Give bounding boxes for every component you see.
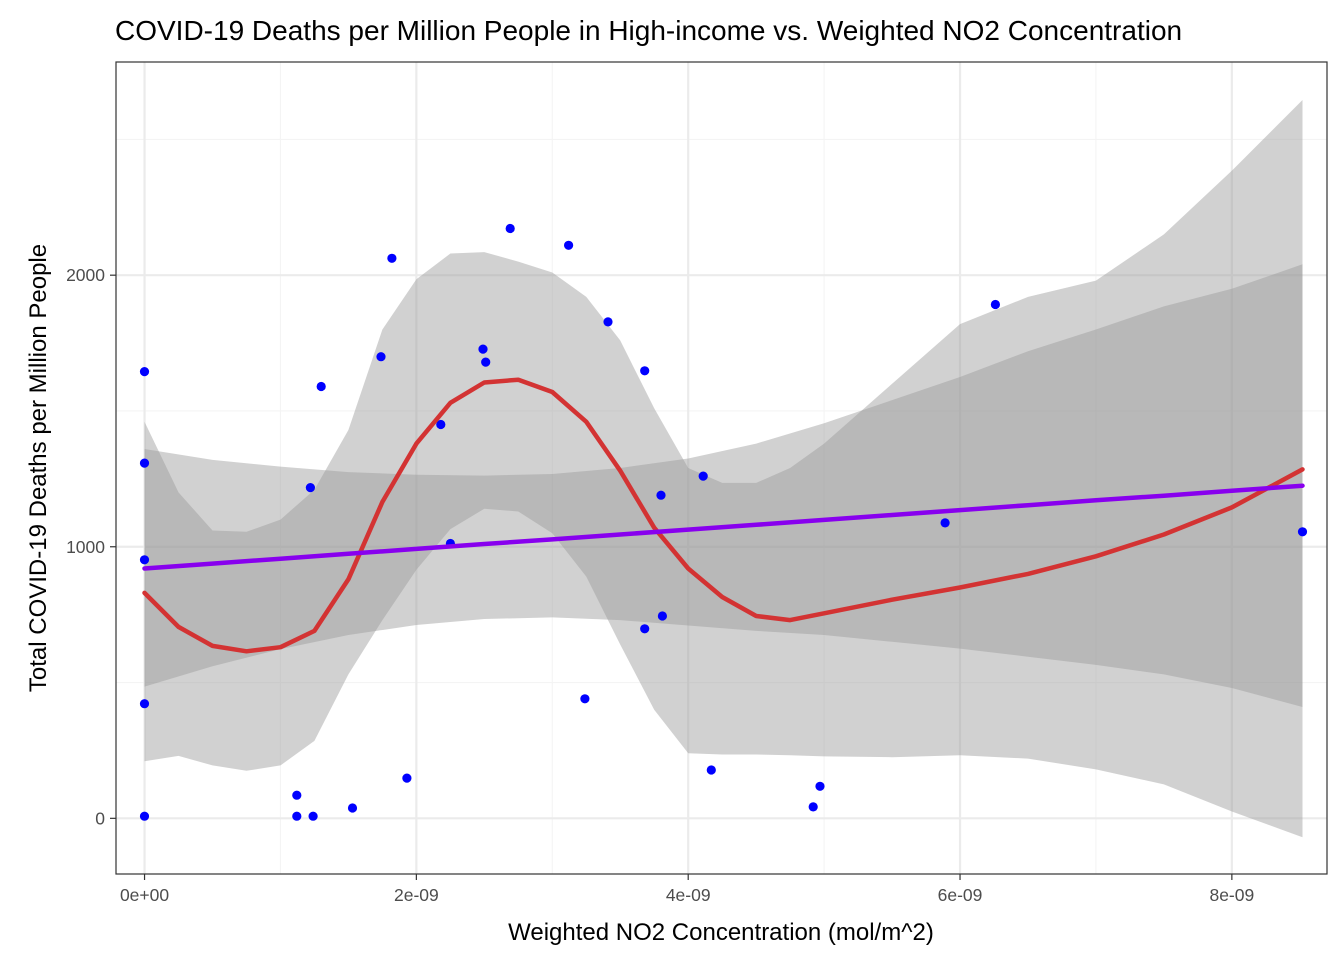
data-point bbox=[292, 811, 302, 821]
data-point bbox=[436, 419, 446, 430]
data-point bbox=[603, 317, 613, 327]
data-point bbox=[1297, 527, 1308, 537]
data-point bbox=[376, 352, 386, 362]
data-point bbox=[139, 458, 150, 468]
x-tick-label: 0e+00 bbox=[120, 885, 169, 905]
data-point bbox=[990, 299, 1001, 310]
linear-fit-line bbox=[142, 483, 1305, 571]
data-point bbox=[656, 490, 666, 500]
panel-border bbox=[115, 61, 1328, 875]
y-axis: 0 1000 2000 bbox=[66, 265, 116, 828]
data-point bbox=[640, 366, 650, 376]
data-point bbox=[640, 624, 650, 634]
data-point bbox=[316, 381, 326, 392]
data-point bbox=[139, 367, 150, 377]
data-point bbox=[292, 790, 302, 800]
chart-title: COVID-19 Deaths per Million People in Hi… bbox=[115, 15, 1182, 46]
data-point bbox=[808, 802, 818, 812]
data-point bbox=[478, 344, 488, 354]
data-point bbox=[305, 483, 315, 493]
data-point bbox=[308, 811, 318, 821]
x-tick-label: 4e-09 bbox=[666, 885, 711, 905]
data-point bbox=[505, 223, 515, 234]
y-tick-label: 0 bbox=[95, 808, 105, 828]
data-point bbox=[698, 471, 708, 481]
x-tick-label: 2e-09 bbox=[394, 885, 439, 905]
data-point bbox=[347, 803, 358, 813]
data-point bbox=[139, 555, 150, 565]
data-point bbox=[564, 240, 574, 250]
x-tick-label: 8e-09 bbox=[1209, 885, 1254, 905]
data-point bbox=[402, 773, 412, 783]
data-point bbox=[580, 694, 590, 704]
y-tick-label: 2000 bbox=[66, 265, 105, 285]
y-tick-label: 1000 bbox=[66, 537, 105, 557]
data-point bbox=[481, 357, 491, 367]
lm-confidence-band bbox=[144, 264, 1303, 707]
data-point bbox=[387, 253, 397, 263]
loess-smooth-line bbox=[142, 377, 1305, 654]
data-point bbox=[940, 518, 950, 528]
x-axis: 0e+00 2e-09 4e-09 6e-09 8e-09 bbox=[120, 874, 1254, 905]
x-tick-label: 6e-09 bbox=[938, 885, 983, 905]
grid-minor bbox=[116, 62, 1327, 874]
scatter-points bbox=[139, 223, 1308, 821]
data-point bbox=[815, 781, 825, 791]
loess-confidence-band bbox=[144, 100, 1303, 838]
data-point bbox=[139, 699, 150, 709]
y-axis-title: Total COVID-19 Deaths per Million People bbox=[25, 244, 52, 692]
grid-major bbox=[116, 62, 1327, 874]
data-point bbox=[706, 765, 716, 775]
plot-panel bbox=[116, 62, 1327, 874]
data-point bbox=[139, 811, 150, 821]
x-axis-title: Weighted NO2 Concentration (mol/m^2) bbox=[508, 919, 934, 946]
data-point bbox=[657, 611, 668, 621]
